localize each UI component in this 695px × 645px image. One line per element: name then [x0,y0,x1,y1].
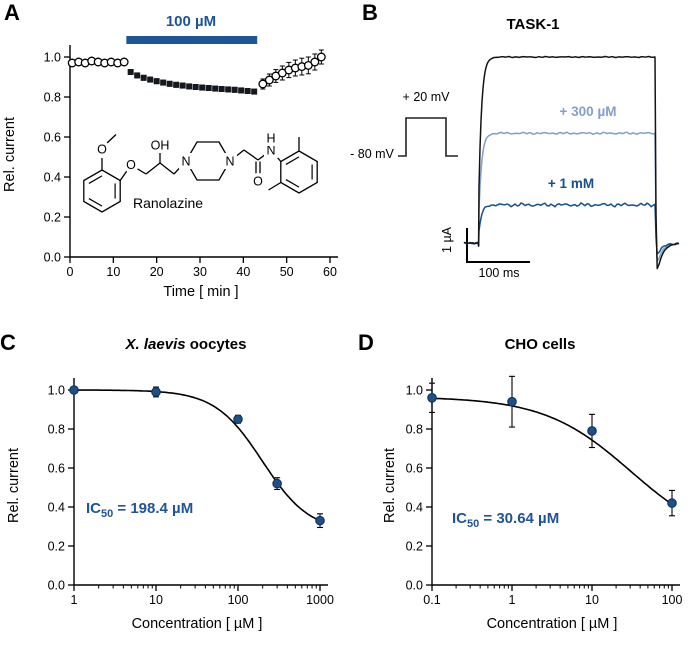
panel-a-xlabel: Time [ min ] [163,284,239,300]
svg-text:N: N [181,154,190,168]
svg-text:N: N [266,143,275,157]
svg-text:N: N [225,154,234,168]
panel-d-xlabel: Concentration [ µM ] [486,616,618,632]
svg-text:1.0: 1.0 [406,384,423,398]
svg-text:0.6: 0.6 [406,462,423,476]
panel-c-ylabel: Rel. current [6,448,22,523]
panel-d: 0.0 0.2 0.4 0.6 0.8 1.0 0.1 1 10 100 D CHO cells … [348,330,695,645]
panel-d-letter: D [358,330,374,355]
svg-text:0.2: 0.2 [44,211,61,225]
svg-text:10: 10 [585,593,599,607]
svg-text:10: 10 [106,265,120,279]
panel-b-horizontal-scale-label: 100 ms [478,266,520,280]
svg-text:0.8: 0.8 [44,91,61,105]
panel-b-trace-label-300um: + 300 µM [559,104,617,119]
svg-text:0.8: 0.8 [48,423,65,437]
svg-text:1.0: 1.0 [44,51,61,65]
svg-text:O: O [126,158,136,172]
panel-a-application-bar-label: 100 µM [165,13,217,30]
panel-d-ic50-base: IC [452,510,467,527]
panel-d-title: CHO cells [504,336,576,353]
svg-text:0.4: 0.4 [48,501,65,515]
svg-text:100: 100 [228,593,249,607]
panel-d-chart: 0.0 0.2 0.4 0.6 0.8 1.0 0.1 1 10 100 [406,375,683,607]
svg-text:0.0: 0.0 [44,251,61,265]
panel-b-step-voltage-label: + 20 mV [402,90,450,104]
svg-text:0.4: 0.4 [44,171,61,185]
panel-c-ic50-base: IC [86,500,101,517]
svg-text:0.2: 0.2 [48,540,65,554]
panel-b-letter: B [362,0,378,25]
svg-text:0.4: 0.4 [406,501,423,515]
panel-c-chart: 0.0 0.2 0.4 0.6 0.8 1.0 1 10 100 1000 [48,378,334,607]
panel-a-ylabel: Rel. current [2,117,18,192]
panel-b-holding-voltage-label: - 80 mV [350,147,394,161]
panel-c: 0.0 0.2 0.4 0.6 0.8 1.0 1 10 100 1000 C X. laevis… [0,330,348,645]
svg-text:50: 50 [280,265,294,279]
panel-b-title: TASK-1 [506,16,560,33]
panel-d-ylabel: Rel. current [382,448,398,523]
svg-text:100: 100 [662,593,683,607]
svg-text:1: 1 [509,593,516,607]
svg-text:0.2: 0.2 [406,540,423,554]
svg-text:0.0: 0.0 [48,579,65,593]
panel-c-ic50-annotation: IC50 = 198.4 µM [86,500,193,520]
svg-text:H: H [266,132,275,146]
panel-c-xlabel: Concentration [ µM ] [131,616,263,632]
panel-b: B TASK-1 + 20 mV - 80 mV + 300 µM + 1 mM… [348,0,695,316]
svg-text:0.0: 0.0 [406,579,423,593]
svg-text:O: O [253,175,263,189]
svg-text:Ranolazine: Ranolazine [133,195,203,211]
svg-text:0.8: 0.8 [406,423,423,437]
panel-d-ic50-value: = 30.64 µM [479,510,560,527]
panel-d-ic50-annotation: IC50 = 30.64 µM [452,510,559,530]
panel-c-ic50-sub: 50 [101,508,114,520]
svg-text:10: 10 [149,593,163,607]
svg-text:0.1: 0.1 [423,593,440,607]
panel-a: 0.0 0.2 0.4 0.6 0.8 1.0 0 10 20 30 40 50 60 O O OH N N O N H… [0,0,348,316]
svg-text:0: 0 [67,265,74,279]
panel-c-letter: C [0,330,16,355]
panel-b-vertical-scale-label: 1 µA [440,227,454,253]
svg-text:60: 60 [323,265,337,279]
svg-text:OH: OH [151,139,170,153]
panel-d-ic50-sub: 50 [467,518,480,530]
svg-text:0.6: 0.6 [44,131,61,145]
svg-text:O: O [97,143,107,157]
panel-c-title: X. laevis oocytes [66,336,306,353]
svg-text:30: 30 [193,265,207,279]
panel-b-traces [398,55,680,270]
svg-text:1.0: 1.0 [48,384,65,398]
svg-text:0.6: 0.6 [48,462,65,476]
svg-text:1000: 1000 [306,593,334,607]
svg-text:20: 20 [150,265,164,279]
panel-b-trace-label-1mm: + 1 mM [547,176,595,191]
panel-c-ic50-value: = 198.4 µM [113,500,194,517]
panel-c-title-rest: oocytes [185,336,247,353]
panel-c-title-species: X. laevis [125,336,186,353]
svg-text:40: 40 [236,265,250,279]
svg-text:1: 1 [71,593,78,607]
panel-a-letter: A [4,0,20,25]
